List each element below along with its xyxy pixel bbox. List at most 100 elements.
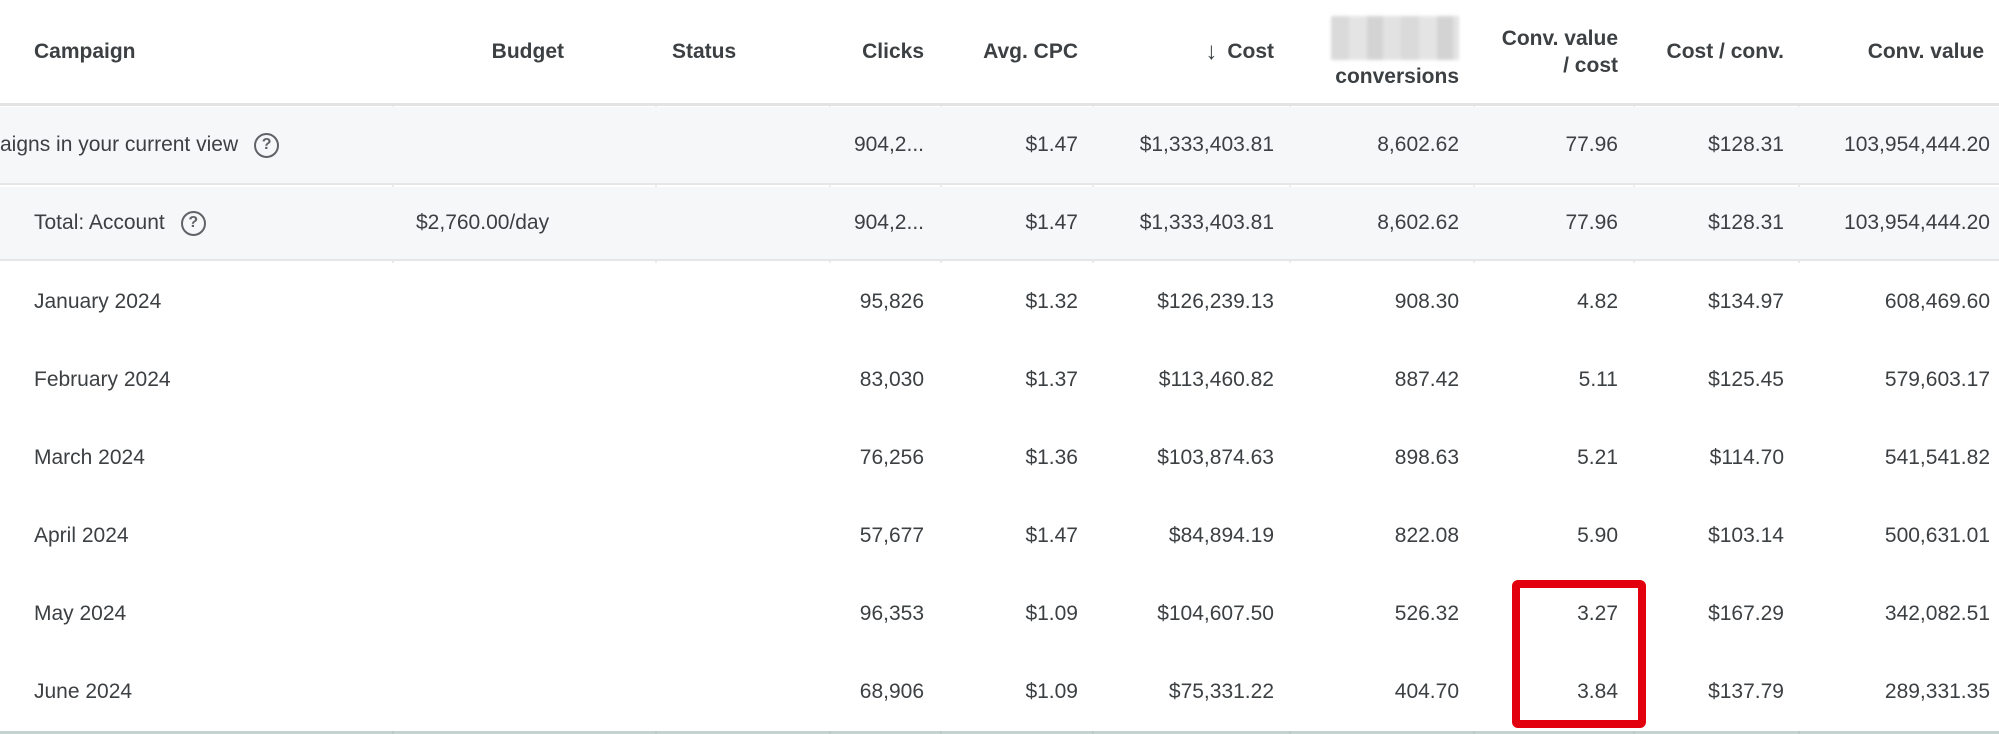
clicks-cell: 95,826 [859,290,924,313]
cost-cell: $1,333,403.81 [1139,211,1274,234]
column-header-campaign[interactable]: Campaign [34,0,334,103]
summary-label: Total: Account [34,211,165,234]
conv-value-cost-cell: 3.27 [1577,602,1618,625]
cost-per-conv-cell: $103.14 [1708,524,1784,547]
cost-cell: $113,460.82 [1158,368,1274,391]
conv-value-cell: 579,603.17 [1884,368,1990,391]
summary-label: aigns in your current view [0,133,239,156]
column-header-conv-value-cost[interactable]: Conv. value / cost [1473,0,1618,103]
column-header-label: Clicks [862,39,924,63]
arrow-down-icon: ↓ [1205,37,1218,65]
conversions-cell: 526.32 [1394,602,1459,625]
avg-cpc-cell: $1.09 [1025,602,1078,625]
conv-value-cell: 342,082.51 [1884,602,1990,625]
avg-cpc-cell: $1.47 [1025,133,1078,156]
column-header-status[interactable]: Status [672,0,812,103]
campaign-name-cell[interactable]: January 2024 [34,290,162,313]
conversions-cell: 887.42 [1394,368,1459,391]
column-header-label: / cost [1563,53,1618,77]
conversions-cell: 404.70 [1394,680,1459,703]
clicks-cell: 904,2... [853,133,924,156]
cost-per-conv-cell: $125.45 [1708,368,1784,391]
conv-value-cost-cell: 3.84 [1577,680,1618,703]
conversions-cell: 822.08 [1394,524,1459,547]
cost-per-conv-cell: $128.31 [1708,133,1784,156]
column-header-label: Conv. value [1867,39,1984,63]
column-header-label: Avg. CPC [983,39,1078,63]
conv-value-cost-cell: 5.11 [1578,368,1618,391]
cost-cell: $1,333,403.81 [1139,133,1274,156]
table-row[interactable]: May 2024 96,353 $1.09 $104,607.50 526.32… [0,575,1999,653]
conv-value-cost-cell: 5.90 [1577,524,1618,547]
bottom-divider [0,731,1999,734]
table-header: Campaign Budget Status Clicks Avg. CPC ↓… [0,0,1999,106]
conversions-cell: 8,602.62 [1377,211,1459,234]
column-header-budget[interactable]: Budget [392,0,564,103]
column-header-label: Cost / conv. [1666,39,1784,63]
conv-value-cell: 103,954,444.20 [1844,211,1990,234]
clicks-cell: 83,030 [859,368,924,391]
column-header-label: Cost [1227,39,1274,63]
column-header-label: Conv. value [1501,26,1618,50]
conversions-cell: 908.30 [1394,290,1459,313]
avg-cpc-cell: $1.36 [1025,446,1078,469]
table-row[interactable]: January 2024 95,826 $1.32 $126,239.13 90… [0,263,1999,341]
conversions-cell: 898.63 [1394,446,1459,469]
clicks-cell: 76,256 [859,446,924,469]
avg-cpc-cell: $1.47 [1025,524,1078,547]
campaign-name-cell[interactable]: April 2024 [34,524,129,547]
cost-per-conv-cell: $114.70 [1709,446,1784,469]
column-header-conversions[interactable]: conversions [1289,0,1459,103]
conv-value-cost-cell: 77.96 [1565,211,1618,234]
table-row[interactable]: March 2024 76,256 $1.36 $103,874.63 898.… [0,419,1999,497]
conv-value-cell: 289,331.35 [1884,680,1990,703]
column-header-conv-value[interactable]: Conv. value [1798,0,1984,103]
conv-value-cell: 103,954,444.20 [1844,133,1990,156]
cost-cell: $103,874.63 [1157,446,1274,469]
table-row[interactable]: June 2024 68,906 $1.09 $75,331.22 404.70… [0,653,1999,731]
column-header-label: conversions [1335,64,1459,88]
campaign-name-cell[interactable]: June 2024 [34,680,133,703]
column-header-clicks[interactable]: Clicks [829,0,924,103]
clicks-cell: 57,677 [859,524,924,547]
conv-value-cost-cell: 77.96 [1565,133,1618,156]
clicks-cell: 904,2... [853,211,924,234]
table-row[interactable]: February 2024 83,030 $1.37 $113,460.82 8… [0,341,1999,419]
cost-per-conv-cell: $167.29 [1708,602,1784,625]
column-header-label: Campaign [34,39,136,63]
summary-label-cell: aigns in your current view ? [0,107,390,183]
summary-row-current-view: aigns in your current view ? 904,2... $1… [0,107,1999,185]
column-header-label: Status [672,39,737,63]
cost-per-conv-cell: $128.31 [1708,211,1784,234]
help-circle-icon[interactable]: ? [254,132,280,158]
cost-per-conv-cell: $137.79 [1708,680,1784,703]
column-header-cost-per-conv[interactable]: Cost / conv. [1633,0,1784,103]
column-header-label: Budget [491,39,564,63]
avg-cpc-cell: $1.09 [1025,680,1078,703]
summary-row-total-account: Total: Account ? $2,760.00/day 904,2... … [0,187,1999,261]
cost-cell: $84,894.19 [1168,524,1274,547]
summary-label-cell: Total: Account ? [34,187,374,259]
campaign-name-cell[interactable]: May 2024 [34,602,127,625]
avg-cpc-cell: $1.32 [1025,290,1078,313]
campaign-name-cell[interactable]: February 2024 [34,368,171,391]
budget-cell: $2,760.00/day [416,211,550,234]
cost-cell: $126,239.13 [1157,290,1274,313]
cost-cell: $75,331.22 [1168,680,1274,703]
help-circle-icon[interactable]: ? [180,210,206,236]
avg-cpc-cell: $1.47 [1025,211,1078,234]
cost-cell: $104,607.50 [1157,602,1274,625]
clicks-cell: 68,906 [859,680,924,703]
column-header-cost[interactable]: ↓ Cost [1092,0,1274,103]
conversions-cell: 8,602.62 [1377,133,1459,156]
clicks-cell: 96,353 [859,602,924,625]
column-header-avg-cpc[interactable]: Avg. CPC [940,0,1078,103]
conv-value-cost-cell: 5.21 [1577,446,1618,469]
conv-value-cell: 500,631.01 [1884,524,1990,547]
conv-value-cell: 541,541.82 [1884,446,1990,469]
table-row[interactable]: April 2024 57,677 $1.47 $84,894.19 822.0… [0,497,1999,575]
campaign-name-cell[interactable]: March 2024 [34,446,145,469]
redacted-label [1331,15,1459,60]
conv-value-cell: 608,469.60 [1884,290,1990,313]
